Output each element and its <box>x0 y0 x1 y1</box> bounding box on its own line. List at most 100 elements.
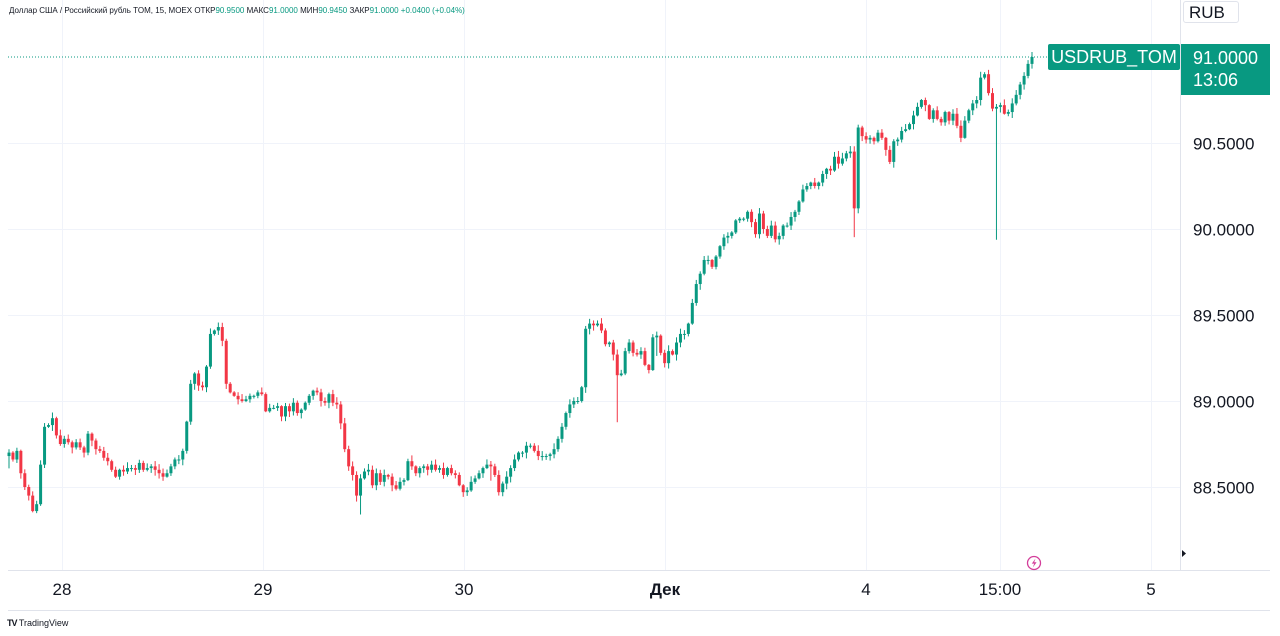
candle-down <box>754 218 758 238</box>
event-lightning-icon[interactable] <box>1026 555 1042 571</box>
candle-body <box>43 426 47 465</box>
candle-body <box>386 474 390 477</box>
candle-body <box>833 156 837 171</box>
candle-body <box>607 342 611 345</box>
candle-down <box>260 387 264 396</box>
candle-up <box>1010 98 1014 118</box>
candle-up <box>15 447 19 463</box>
candle-up <box>607 341 611 347</box>
candle-body <box>161 473 165 477</box>
candle-body <box>860 127 864 137</box>
legend-change: +0.0400 (+0.04%) <box>400 6 465 15</box>
candle-down <box>31 491 35 513</box>
candle-body <box>698 273 702 285</box>
candle-down <box>955 108 959 129</box>
candle-up <box>173 457 177 470</box>
candle-down <box>370 465 374 489</box>
candle-down <box>927 104 931 120</box>
candle-body <box>110 461 114 470</box>
candle-body <box>663 352 667 364</box>
candle-up <box>145 463 149 472</box>
candle-body <box>351 466 355 475</box>
candle-body <box>216 327 220 331</box>
tradingview-watermark[interactable]: TV TradingView <box>7 618 68 628</box>
candle-body <box>789 216 793 226</box>
candle-up <box>445 466 449 477</box>
candle-up <box>651 334 655 371</box>
candle-down <box>765 225 769 239</box>
candle-body <box>690 302 694 324</box>
candle-body <box>544 456 548 458</box>
candle-up <box>904 124 908 133</box>
candle-up <box>908 122 912 131</box>
time-axis[interactable]: 28 29 30 Дек 4 15:00 5 <box>53 580 1156 599</box>
candle-down <box>888 145 892 165</box>
candle-body <box>967 110 971 121</box>
candle-body <box>635 352 639 355</box>
candle-body <box>220 327 224 341</box>
candle-body <box>919 100 923 107</box>
candle-down <box>671 349 675 356</box>
candle-up <box>505 471 509 490</box>
candle-down <box>19 449 23 479</box>
price-axis[interactable]: 88.5000 89.0000 89.5000 90.0000 90.5000 <box>1193 135 1254 498</box>
candle-body <box>1014 94 1018 104</box>
x-tick-label: 15:00 <box>979 580 1022 599</box>
candle-down <box>813 177 817 189</box>
candle-body <box>169 466 173 474</box>
candle-body <box>153 466 157 470</box>
candle-up <box>560 423 564 443</box>
candle-body <box>975 100 979 104</box>
candle-body <box>888 149 892 162</box>
candle-down <box>592 320 596 331</box>
candle-body <box>639 351 643 355</box>
currency-button[interactable]: RUB <box>1183 1 1239 23</box>
candle-body <box>208 333 212 367</box>
candle-body <box>769 225 773 236</box>
candle-body <box>931 110 935 119</box>
candle-up <box>876 129 880 143</box>
candle-down <box>110 459 114 472</box>
candle-down <box>599 318 603 334</box>
candle-up <box>283 402 287 422</box>
candle-body <box>675 342 679 355</box>
candle-down <box>153 461 157 476</box>
candle-body <box>939 118 943 123</box>
legend-close-label: ЗАКР <box>349 6 370 15</box>
candle-down <box>236 392 240 405</box>
candle-up <box>998 102 1002 113</box>
candle-body <box>556 438 560 450</box>
candle-body <box>686 323 690 334</box>
candle-up <box>639 347 643 359</box>
candle-down <box>647 364 651 374</box>
candle-up <box>572 397 576 409</box>
candle-down <box>224 338 228 389</box>
x-tick-label: 28 <box>53 580 72 599</box>
candle-up <box>540 451 544 461</box>
chart-grid <box>8 0 1180 570</box>
legend-open-value: 90.9500 <box>215 6 245 15</box>
candle-up <box>327 392 331 409</box>
y-tick-label: 90.0000 <box>1193 221 1254 240</box>
legend-high-label: МАКС <box>246 6 269 15</box>
candle-body <box>94 440 98 450</box>
candle-up <box>825 167 829 179</box>
candle-down <box>1002 99 1006 115</box>
candle-down <box>102 446 106 461</box>
candle-body <box>347 449 351 467</box>
candle-up <box>430 460 434 473</box>
candle-up <box>746 210 750 222</box>
candle-body <box>27 487 31 496</box>
candle-up <box>714 255 718 270</box>
candle-up <box>74 439 78 450</box>
candle-up <box>690 298 694 325</box>
candle-up <box>477 470 481 480</box>
candle-body <box>283 406 287 417</box>
candle-up <box>912 110 916 130</box>
scroll-right-icon[interactable] <box>1182 550 1186 557</box>
candle-up <box>509 465 513 483</box>
candle-body <box>228 383 232 393</box>
candle-body <box>236 395 240 400</box>
candle-up <box>769 220 773 239</box>
